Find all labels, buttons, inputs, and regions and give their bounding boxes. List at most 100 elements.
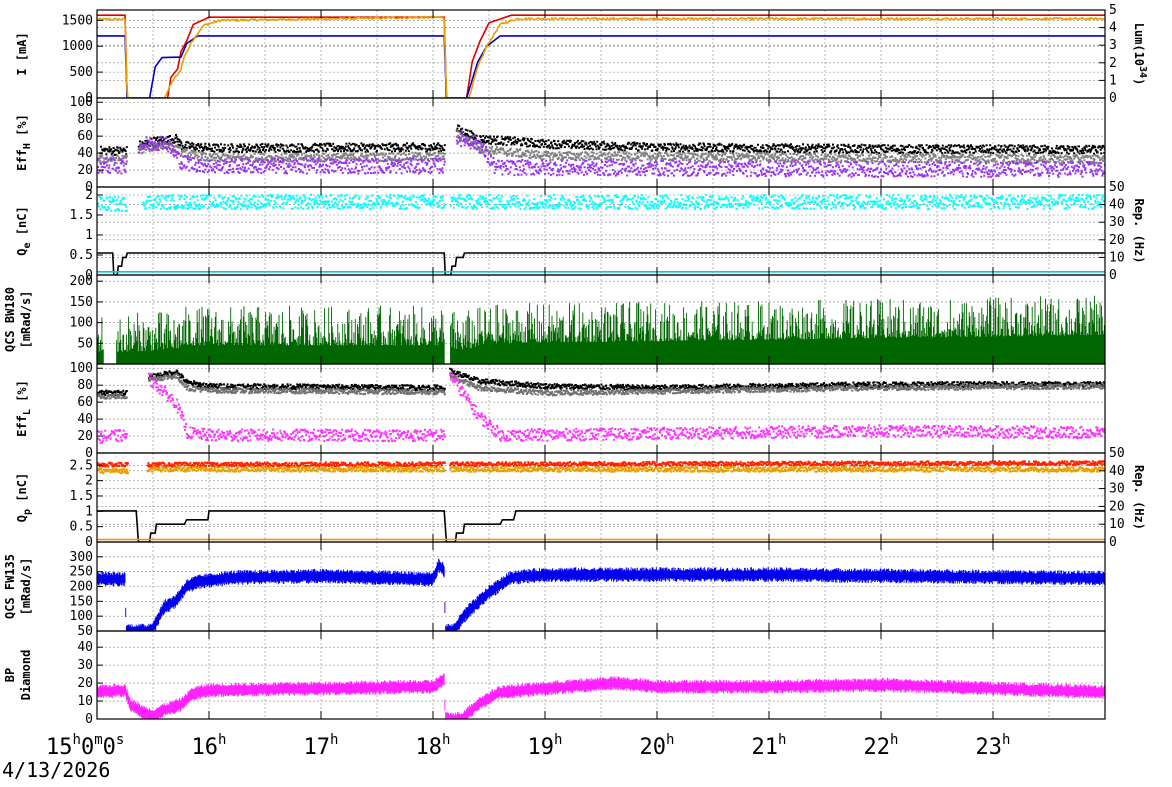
ytick-label: 200 (70, 580, 93, 595)
y2tick-label: 3 (1109, 38, 1117, 53)
series-effl-1 (97, 372, 1105, 400)
ytick-label: 0 (85, 91, 93, 106)
panel-series (97, 367, 1105, 444)
panel-xticks (208, 98, 994, 187)
ytick-label: 100 (70, 609, 93, 624)
ytick-label: 50 (77, 336, 93, 351)
series-qp-1 (97, 465, 1105, 475)
panel-grid (97, 631, 1105, 720)
panel-series (97, 295, 1105, 364)
series-current-1 (97, 35, 1105, 98)
ytick-label: 0.5 (70, 248, 93, 263)
panel-series (97, 460, 1105, 542)
y2tick-label: 1 (1109, 73, 1117, 88)
y2label-qe: Rep. (Hz) (1132, 198, 1146, 263)
ytick-label: 1500 (62, 13, 93, 28)
y2tick-label: 2 (1109, 56, 1117, 71)
ylabel-fw135: [mRad/s] (19, 558, 33, 616)
ytick-label: 0 (85, 180, 93, 195)
panel-xticks (208, 542, 994, 631)
panel-grid (97, 364, 1105, 454)
ytick-label: 150 (70, 295, 93, 310)
ytick-label: 1 (85, 228, 93, 243)
series-fw135-0 (97, 558, 1105, 631)
panel-frame (96, 630, 1106, 720)
series-qe-0 (97, 193, 1105, 212)
date-label: 4/13/2026 (2, 758, 110, 782)
xtick-label-21: 21h (752, 732, 787, 760)
panel-bw180: 50 100 150 200 QCS BW180 [mRad/s] (3, 274, 1106, 365)
ytick-label: 1.5 (70, 208, 93, 223)
ytick-label: 500 (70, 65, 93, 80)
ytick-label: 80 (77, 112, 93, 127)
ylabel-bp: Diamond (19, 650, 33, 701)
ytick-label: 20 (77, 676, 93, 691)
ytick-label: 40 (77, 146, 93, 161)
panel-xticks (208, 10, 994, 98)
ytick-label: 250 (70, 565, 93, 580)
ytick-label: 60 (77, 395, 93, 410)
y2tick-label: 30 (1109, 215, 1125, 230)
ylabel-bw180: [mRad/s] (19, 291, 33, 349)
series-effh-0 (99, 124, 1105, 156)
y2tick-label: 10 (1109, 250, 1125, 265)
y2tick-label: 5 (1109, 3, 1117, 18)
ytick-label: 1000 (62, 39, 93, 54)
panel-xticks (208, 453, 994, 542)
ylabel-effh: EffH [%] (15, 114, 33, 171)
xtick-label-16: 16h (192, 732, 227, 760)
y2tick-label: 0 (1109, 268, 1117, 283)
ytick-label: 2 (85, 474, 93, 489)
series-effh-2 (97, 130, 1105, 178)
xtick-label-19: 19h (528, 732, 563, 760)
xtick-label-20: 20h (640, 732, 675, 760)
y2tick-label: 20 (1109, 499, 1125, 514)
ylabel-current: I [mA] (15, 32, 29, 75)
panel-xticks (208, 364, 994, 453)
ytick-label: 50 (77, 624, 93, 639)
series-effh-1 (97, 129, 1105, 165)
y2tick-label: 40 (1109, 464, 1125, 479)
ytick-label: 20 (77, 163, 93, 178)
series-bw180-0 (97, 295, 1105, 364)
ytick-label: 20 (77, 429, 93, 444)
ytick-label: 0 (85, 535, 93, 550)
xtick-label-17: 17h (304, 732, 339, 760)
series-current-0 (97, 14, 1105, 98)
panel-bp: 0 10 20 30 40 BP Diamond (3, 630, 1106, 727)
ytick-label: 80 (77, 378, 93, 393)
y2tick-label: 50 (1109, 446, 1125, 461)
ytick-label: 40 (77, 640, 93, 655)
ytick-label: 150 (70, 594, 93, 609)
ytick-label: 10 (77, 694, 93, 709)
series-qp-0 (97, 460, 1105, 468)
ytick-label: 100 (70, 95, 93, 110)
y2label-qp: Rep. (Hz) (1132, 465, 1146, 530)
y2tick-label: 0 (1109, 91, 1117, 106)
panel-xticks (208, 631, 994, 719)
x-axis-labels: 15h0m0s 16h 17h 18h 19h 20h 21h 22h 23h (46, 732, 1010, 760)
ytick-label: 100 (70, 316, 93, 331)
panel-series (97, 193, 1105, 275)
ytick-label: 30 (77, 658, 93, 673)
y2tick-label: 40 (1109, 198, 1125, 213)
ylabel-effl: EffL [%] (15, 380, 33, 437)
y2tick-label: 0 (1109, 535, 1117, 550)
y2tick-label: 20 (1109, 233, 1125, 248)
y2tick-label: 10 (1109, 517, 1125, 532)
xtick-label-22: 22h (864, 732, 899, 760)
ylabel-fw135: QCS FW135 (3, 554, 17, 619)
panel-series (97, 558, 1105, 631)
ytick-label: 2.5 (70, 458, 93, 473)
ytick-label: 0.5 (70, 520, 93, 535)
panel-grid (97, 9, 1105, 99)
series-bp-0 (97, 673, 1105, 719)
panel-series (97, 14, 1105, 98)
panel-series (97, 124, 1105, 178)
panel-effh: 0 20 40 60 80 100 EffH [%] (15, 95, 1106, 195)
y2tick-label: 4 (1109, 21, 1117, 36)
